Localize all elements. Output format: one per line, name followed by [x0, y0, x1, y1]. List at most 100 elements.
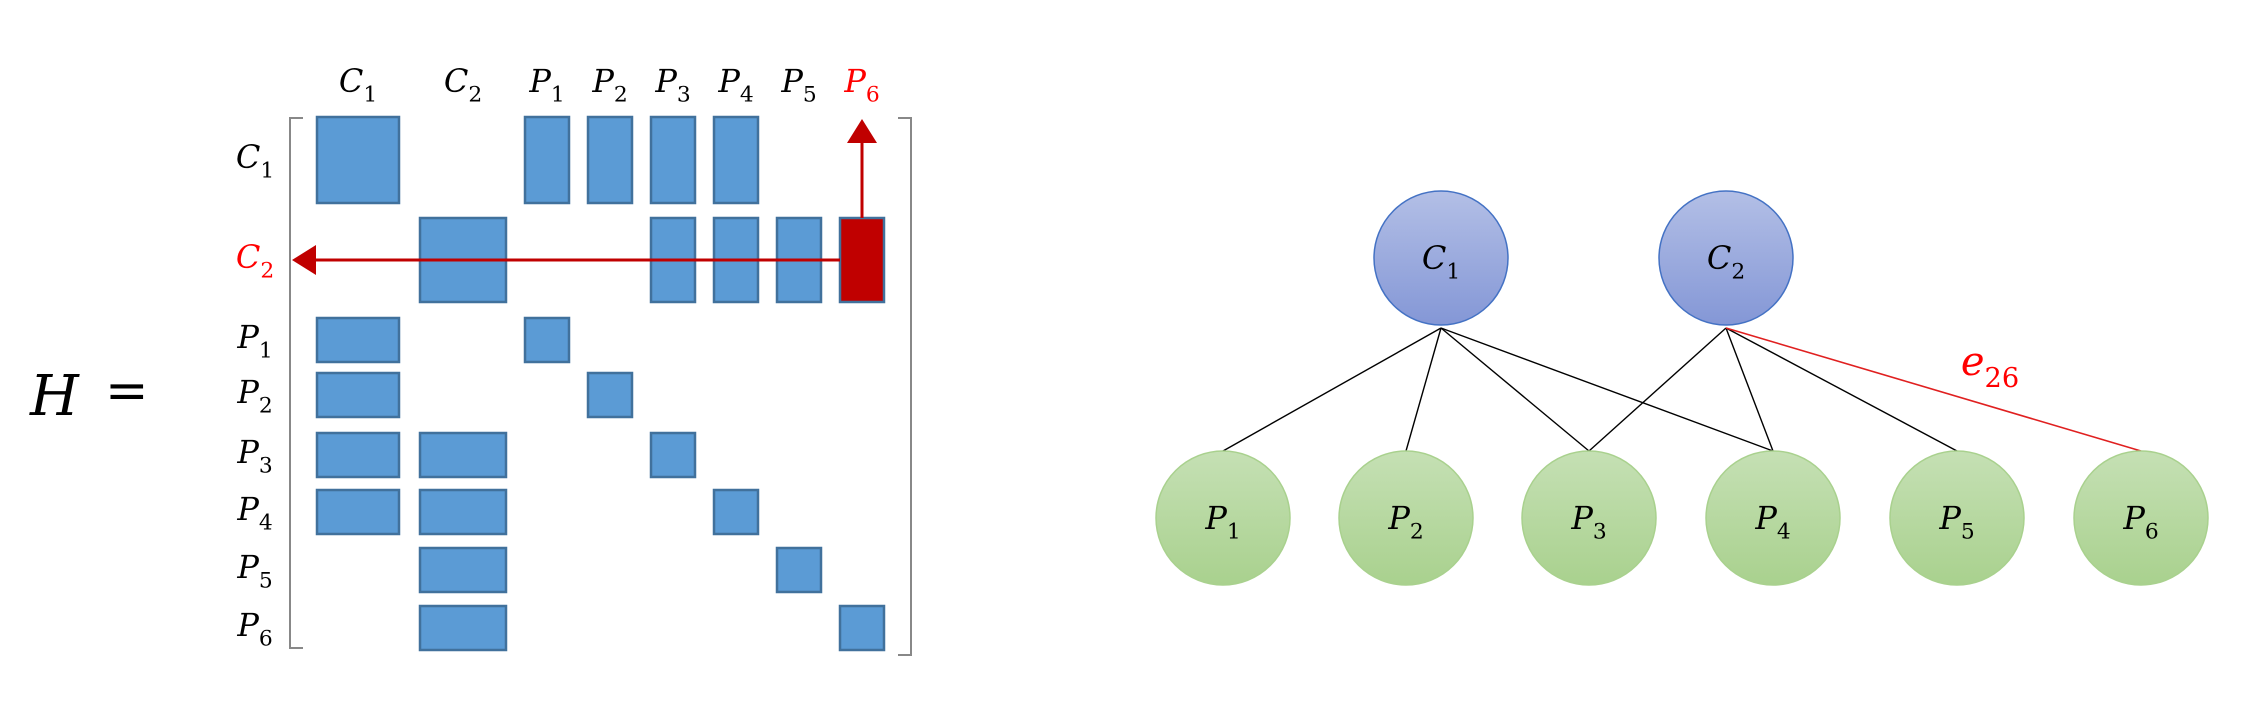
column-label-p1-subscript: 1: [551, 83, 565, 108]
matrix-name-label: H: [29, 364, 80, 429]
edge-c1-p2: [1405, 327, 1442, 452]
column-label-c2: C2: [444, 62, 482, 108]
row-label-c2-base: C: [236, 238, 260, 276]
row-label-p3-base: P: [236, 433, 259, 471]
edge-label-e26: e26: [1961, 339, 2019, 394]
edge-c1-p3: [1440, 327, 1590, 452]
row-label-c2: C2: [236, 238, 274, 284]
matrix-arrows: [292, 119, 877, 275]
matrix-left-bracket: [289, 117, 303, 649]
node-label-p5-subscript: 5: [1961, 520, 1975, 545]
matrix-cell-p3-c2: [418, 431, 508, 479]
matrix-right-bracket: [898, 117, 912, 656]
node-label-p6-base: P: [2122, 499, 2145, 537]
node-label-p6-subscript: 6: [2145, 520, 2159, 545]
row-label-p4-base: P: [236, 490, 259, 528]
matrix-cell-p1-c1: [315, 316, 401, 364]
column-label-p5-base: P: [780, 62, 803, 100]
row-label-p5-subscript: 5: [259, 569, 273, 594]
node-label-c1: C1: [1422, 239, 1460, 285]
row-label-p1-base: P: [236, 318, 259, 356]
row-label-c1: C1: [236, 138, 274, 184]
node-p6: P6: [2073, 450, 2209, 586]
node-label-p1-subscript: 1: [1227, 520, 1241, 545]
matrix-cell-p4-p4: [712, 488, 760, 536]
matrix-cell-p6-p6: [838, 604, 886, 652]
matrix-cell-p2-c1: [315, 371, 401, 419]
node-label-p2-base: P: [1387, 499, 1410, 537]
matrix-cell-p3-c1: [315, 431, 401, 479]
row-label-p1: P1: [236, 318, 272, 364]
column-label-c1-subscript: 1: [363, 83, 377, 108]
node-label-c2-base: C: [1707, 239, 1731, 277]
node-label-p2: P2: [1387, 499, 1423, 545]
edge-c1-p1: [1222, 327, 1442, 452]
column-label-c2-subscript: 2: [468, 83, 482, 108]
matrix-cell-p4-c1: [315, 488, 401, 536]
node-label-p6: P6: [2122, 499, 2158, 545]
node-label-p5-base: P: [1938, 499, 1961, 537]
matrix-cell-c2-p6: [838, 216, 886, 304]
node-circle: [1521, 450, 1657, 586]
node-label-c1-subscript: 1: [1446, 260, 1460, 285]
row-label-p2-subscript: 2: [259, 394, 273, 419]
node-label-p3-base: P: [1570, 499, 1593, 537]
node-p5: P5: [1889, 450, 2025, 586]
column-label-p1: P1: [528, 62, 564, 108]
node-label-c2-subscript: 2: [1731, 260, 1745, 285]
row-label-p6-subscript: 6: [259, 627, 273, 652]
row-label-p5-base: P: [236, 548, 259, 586]
node-c1: C1: [1373, 190, 1509, 326]
edge-c2-p6: [1725, 327, 2142, 452]
matrix-cell-p5-p5: [775, 546, 823, 594]
node-circle: [1338, 450, 1474, 586]
node-label-p2-subscript: 2: [1410, 520, 1424, 545]
matrix-cell-p4-c2: [418, 488, 508, 536]
row-label-p4: P4: [236, 490, 272, 536]
column-label-p5: P5: [780, 62, 816, 108]
column-label-p4-base: P: [717, 62, 740, 100]
node-label-p1-base: P: [1204, 499, 1227, 537]
node-circle: [1155, 450, 1291, 586]
node-label-p4-base: P: [1754, 499, 1777, 537]
column-label-p4-subscript: 4: [740, 83, 754, 108]
node-p1: P1: [1155, 450, 1291, 586]
column-label-p2-subscript: 2: [614, 83, 628, 108]
column-label-p2-base: P: [591, 62, 614, 100]
row-label-p6: P6: [236, 606, 272, 652]
node-p2: P2: [1338, 450, 1474, 586]
row-label-p3-subscript: 3: [259, 454, 273, 479]
node-label-c1-base: C: [1422, 239, 1446, 277]
node-circle: [1373, 190, 1509, 326]
row-label-p2: P2: [236, 373, 272, 419]
matrix-cell-p3-p3: [649, 431, 697, 479]
node-label-p5: P5: [1938, 499, 1974, 545]
column-label-p4: P4: [717, 62, 753, 108]
matrix-column-labels: C1 C2 P1 P2 P3 P4 P5 P6: [339, 62, 880, 108]
node-c2: C2: [1658, 190, 1794, 326]
row-label-c1-base: C: [236, 138, 260, 176]
edge-c2-p3: [1588, 327, 1727, 452]
equals-sign: =: [105, 361, 149, 421]
node-circle: [1889, 450, 2025, 586]
row-label-p1-subscript: 1: [259, 339, 273, 364]
node-circle: [2073, 450, 2209, 586]
matrix-cell-p5-c2: [418, 546, 508, 594]
matrix-cell-c1-p4: [712, 115, 760, 205]
node-p3: P3: [1521, 450, 1657, 586]
matrix-cell-c1-c1: [315, 115, 401, 205]
row-label-p2-base: P: [236, 373, 259, 411]
matrix-cells: [315, 115, 886, 652]
column-label-p6: P6: [843, 62, 879, 108]
column-label-p6-subscript: 6: [866, 83, 880, 108]
matrix-cell-p1-p1: [523, 316, 571, 364]
node-p4: P4: [1705, 450, 1841, 586]
row-label-p6-base: P: [236, 606, 259, 644]
matrix-cell-p2-p2: [586, 371, 634, 419]
node-label-c2: C2: [1707, 239, 1745, 285]
edge-c1-p4: [1440, 327, 1774, 452]
